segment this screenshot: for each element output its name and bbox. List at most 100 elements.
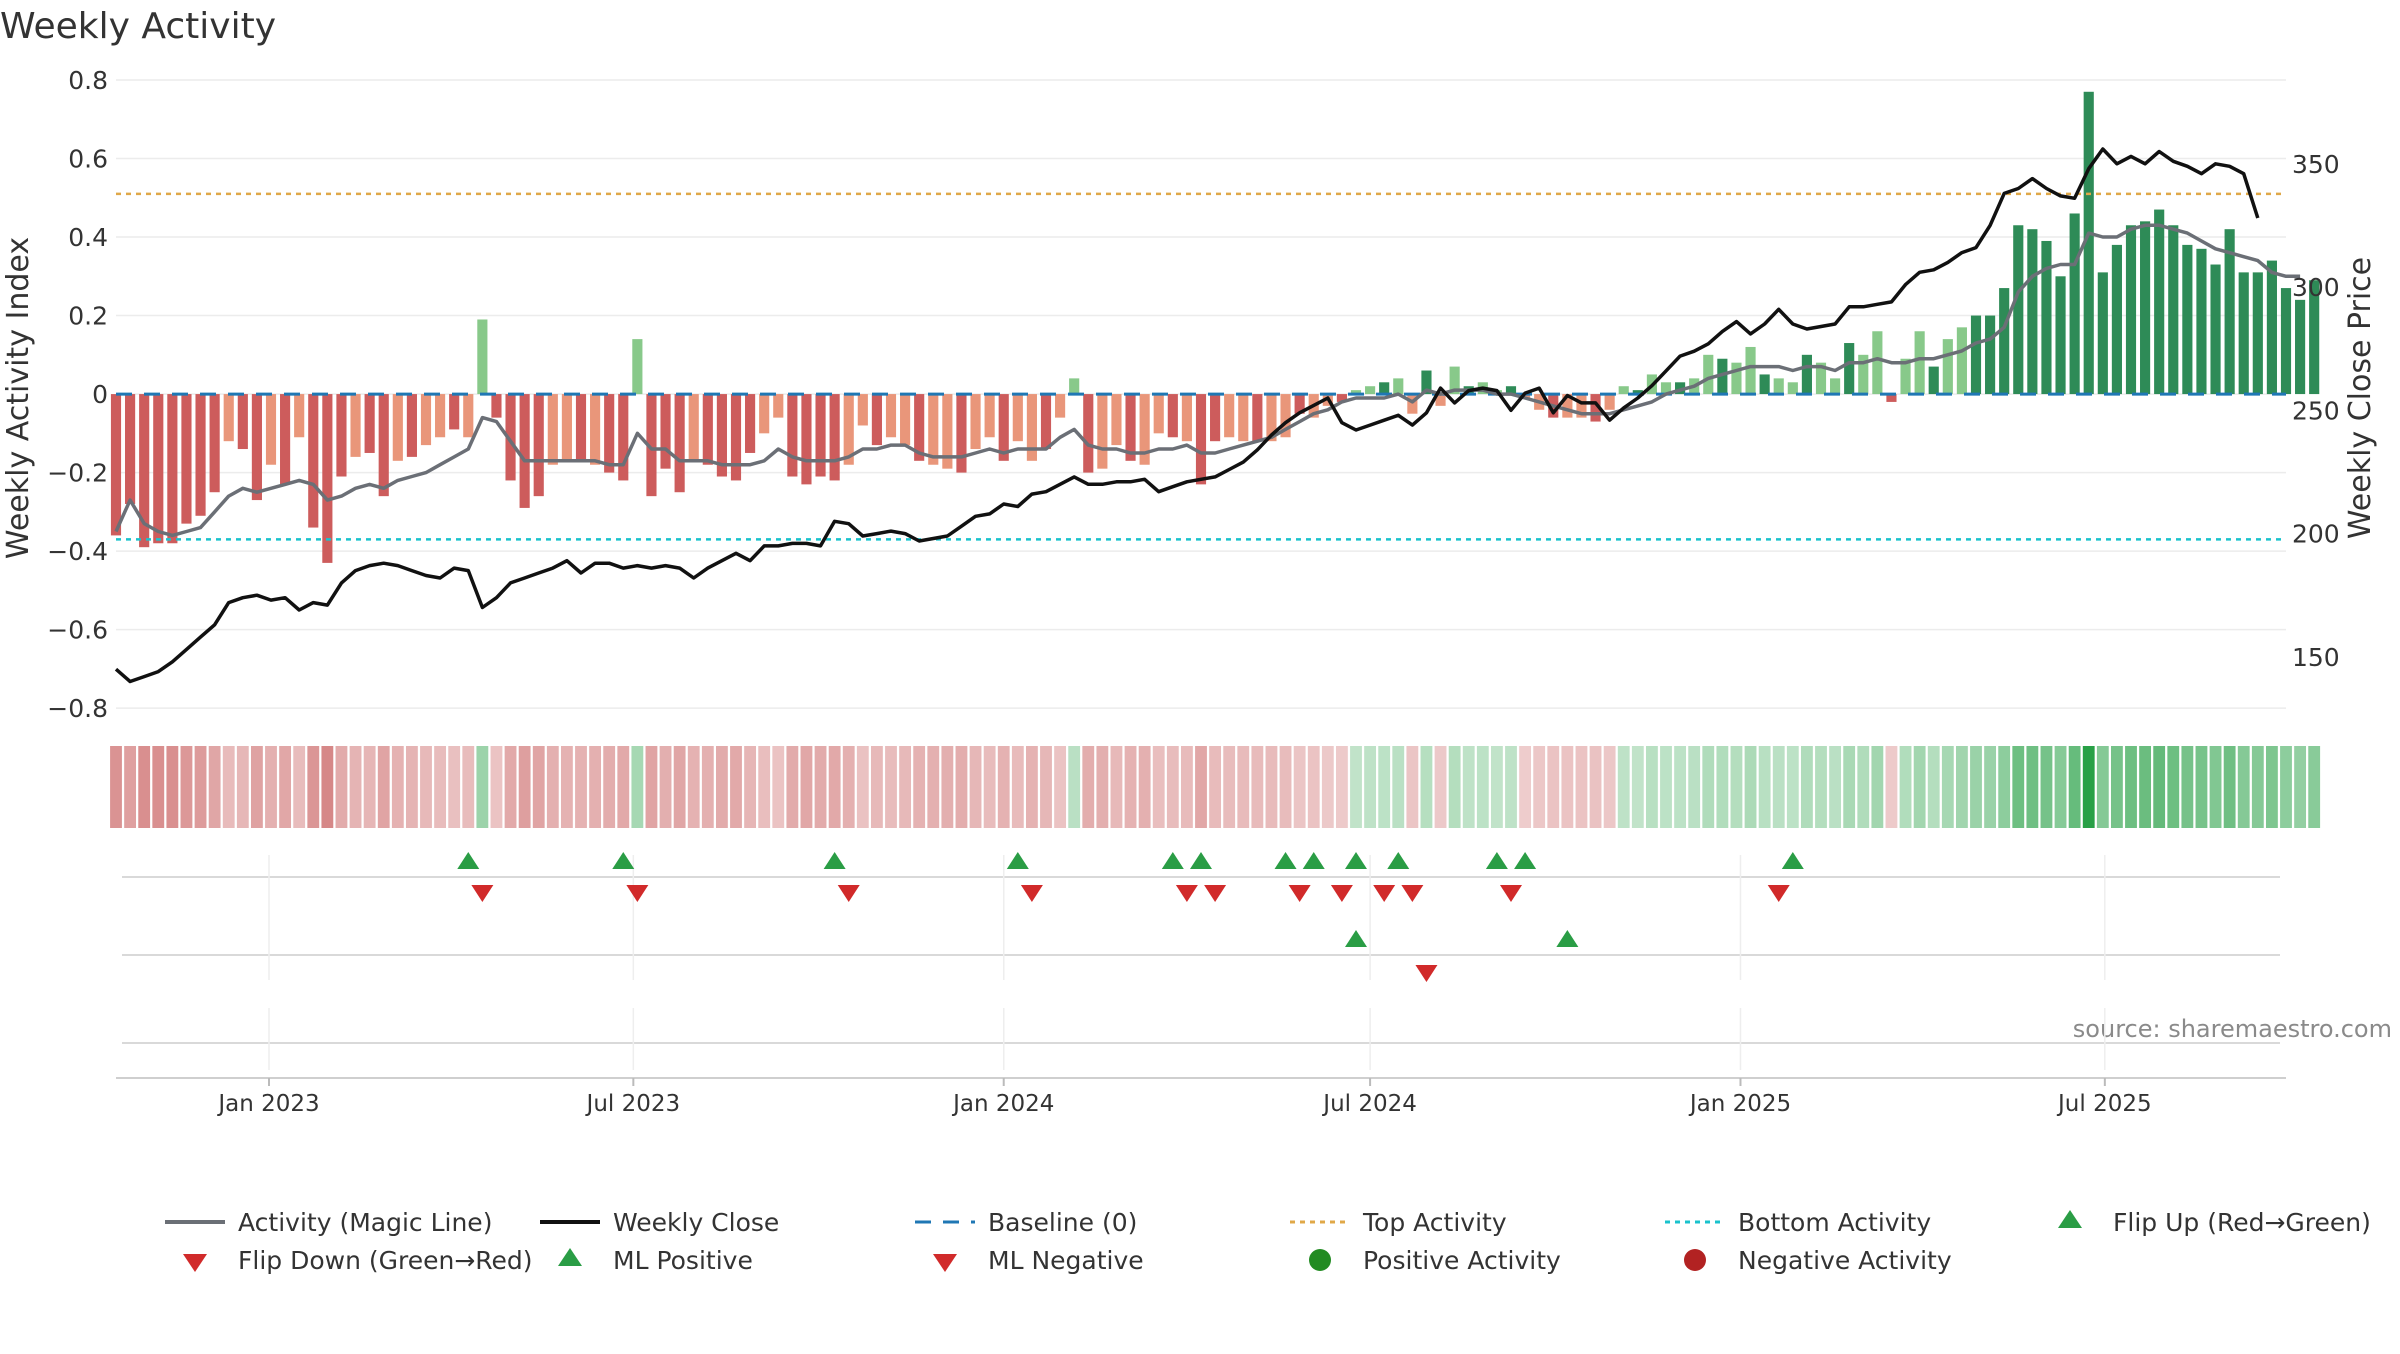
activity-bar bbox=[801, 394, 812, 485]
heat-cell bbox=[138, 746, 151, 828]
activity-bar bbox=[547, 394, 558, 465]
heat-cell bbox=[983, 746, 996, 828]
heat-cell bbox=[1758, 746, 1771, 828]
heat-cell bbox=[1011, 746, 1024, 828]
heat-cell bbox=[1786, 746, 1799, 828]
flip-up-marker bbox=[1387, 852, 1410, 869]
activity-bar bbox=[843, 394, 854, 465]
flip-up-marker bbox=[1485, 852, 1508, 869]
heat-cell bbox=[828, 746, 841, 828]
activity-bar bbox=[1886, 394, 1897, 402]
heat-cell bbox=[1350, 746, 1362, 828]
heat-cell bbox=[941, 746, 954, 828]
flip-up-marker bbox=[1161, 852, 1184, 869]
heat-cell bbox=[1110, 746, 1123, 828]
legend-swatch-mlneg bbox=[933, 1254, 957, 1272]
event-markers bbox=[122, 852, 2280, 1070]
activity-bar bbox=[561, 394, 572, 461]
heat-cell bbox=[490, 746, 503, 828]
heat-cell bbox=[687, 746, 700, 828]
heat-cell bbox=[645, 746, 658, 828]
weekly-close-line bbox=[114, 147, 2260, 684]
flip-down-marker bbox=[1330, 885, 1353, 902]
y-tick-left-label: −0.6 bbox=[47, 616, 108, 645]
activity-bar bbox=[815, 394, 826, 477]
heat-cell bbox=[1223, 746, 1236, 828]
heat-cell bbox=[758, 746, 771, 828]
heat-cell bbox=[1054, 746, 1067, 828]
heat-cell bbox=[1871, 746, 1884, 828]
flip-up-marker bbox=[823, 852, 846, 869]
heat-cell bbox=[1448, 746, 1461, 828]
heat-cell bbox=[1040, 746, 1052, 828]
activity-bar bbox=[280, 394, 291, 485]
heat-cell bbox=[250, 746, 263, 828]
activity-bar bbox=[2111, 244, 2122, 395]
activity-bar bbox=[604, 394, 615, 473]
y-tick-left-label: −0.4 bbox=[47, 537, 108, 566]
heat-cell bbox=[2167, 746, 2180, 828]
activity-bar bbox=[702, 394, 713, 465]
heat-cell bbox=[1589, 746, 1602, 828]
activity-bar bbox=[2196, 248, 2207, 395]
legend-swatch-mlpos bbox=[558, 1248, 582, 1266]
heat-cell bbox=[124, 746, 137, 828]
activity-bar bbox=[2041, 240, 2052, 395]
legend-triangle-down bbox=[183, 1254, 207, 1272]
legend-label-flipup: Flip Up (Red→Green) bbox=[2113, 1208, 2371, 1237]
heat-cell bbox=[1772, 746, 1785, 828]
heat-cell bbox=[997, 746, 1010, 828]
activity-bar bbox=[2182, 244, 2193, 395]
activity-bar bbox=[688, 394, 699, 461]
heat-cell bbox=[504, 746, 517, 828]
activity-bar bbox=[1660, 382, 1672, 395]
heat-cell bbox=[532, 746, 545, 828]
heat-cell bbox=[631, 746, 644, 828]
flip-down-marker bbox=[1373, 885, 1396, 902]
legend-label-baseline: Baseline (0) bbox=[988, 1208, 1137, 1237]
activity-bar bbox=[322, 394, 333, 563]
x-axis: Jan 2023 Jul 2023 Jan 2024 Jul 2024 Jan 2025… bbox=[116, 1077, 2286, 1117]
activity-bar bbox=[1562, 394, 1573, 418]
activity-bar bbox=[1745, 346, 1756, 395]
activity-bar bbox=[181, 394, 192, 524]
heat-cell bbox=[335, 746, 348, 828]
heat-cell bbox=[1082, 746, 1095, 828]
heat-cell bbox=[363, 746, 376, 828]
legend-label-close: Weekly Close bbox=[613, 1208, 779, 1237]
heat-cell bbox=[885, 746, 897, 828]
activity-bar bbox=[2266, 260, 2277, 395]
heat-cell bbox=[1237, 746, 1250, 828]
flip-up-marker bbox=[1514, 852, 1537, 869]
heat-cell bbox=[1279, 746, 1292, 828]
heat-cell bbox=[1674, 746, 1687, 828]
x-tick-label: Jul 2024 bbox=[1321, 1091, 1417, 1117]
activity-bar bbox=[1379, 382, 1390, 395]
heat-cell bbox=[279, 746, 292, 828]
heat-cell bbox=[617, 746, 630, 828]
activity-bar bbox=[2154, 209, 2165, 395]
activity-bar bbox=[674, 394, 685, 493]
x-tick-label: Jul 2025 bbox=[2056, 1091, 2152, 1117]
heat-cell bbox=[856, 746, 869, 828]
heat-cell bbox=[1829, 746, 1842, 828]
heat-cell bbox=[1476, 746, 1489, 828]
activity-bar bbox=[2055, 276, 2066, 395]
activity-bar bbox=[1604, 394, 1615, 410]
heat-cell bbox=[1209, 746, 1222, 828]
activity-bar bbox=[1872, 331, 1883, 395]
activity-bar bbox=[1111, 394, 1122, 446]
lines-layer bbox=[114, 147, 2301, 684]
activity-bar bbox=[1703, 354, 1714, 395]
activity-bar bbox=[1139, 394, 1150, 465]
activity-bar bbox=[1520, 394, 1531, 398]
axes-layer: 0.8 0.6 0.4 0.2 0 −0.2 −0.4 −0.6 −0.8 350 300 250 20… bbox=[47, 66, 2339, 723]
heat-cell bbox=[1547, 746, 1560, 828]
activity-bar bbox=[1435, 394, 1446, 406]
activity-bar bbox=[2097, 272, 2108, 395]
legend-label-top: Top Activity bbox=[1362, 1208, 1507, 1237]
activity-bar bbox=[1167, 394, 1178, 438]
activity-bar bbox=[590, 394, 601, 465]
activity-bar bbox=[716, 394, 727, 477]
